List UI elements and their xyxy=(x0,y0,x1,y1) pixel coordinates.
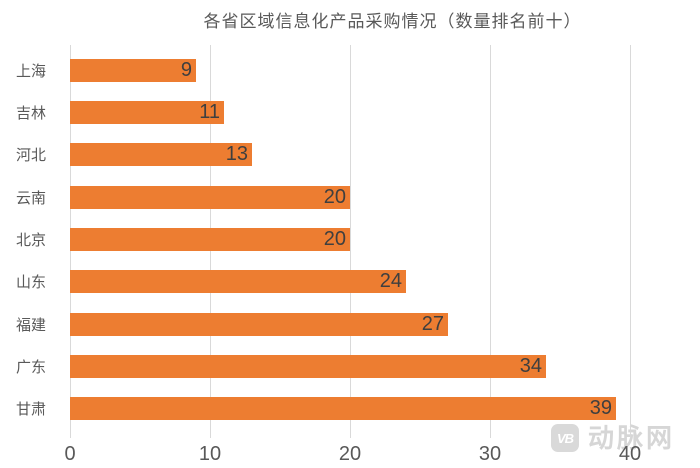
bar-row: 福建 27 xyxy=(0,303,660,345)
value-label: 27 xyxy=(421,312,444,335)
bar-row: 云南 20 xyxy=(0,176,660,218)
bar: 34 xyxy=(70,354,546,378)
bar-row: 北京 20 xyxy=(0,218,660,260)
bar: 20 xyxy=(70,185,350,209)
gridline xyxy=(350,45,351,431)
watermark: VB 动脉网 xyxy=(551,424,675,452)
bar-row: 广东 34 xyxy=(0,345,660,387)
bar: 27 xyxy=(70,312,448,336)
category-label: 福建 xyxy=(15,316,46,334)
bar: 13 xyxy=(70,143,252,167)
bar-track: 20 xyxy=(70,185,660,209)
bar-track: 34 xyxy=(70,354,660,378)
category-label: 甘肃 xyxy=(15,401,46,419)
value-label: 13 xyxy=(225,143,248,166)
gridline xyxy=(490,45,491,431)
bar: 24 xyxy=(70,270,406,294)
value-label: 20 xyxy=(323,227,346,250)
category-label: 上海 xyxy=(15,62,46,80)
axis-tick xyxy=(210,431,211,438)
bar: 9 xyxy=(70,58,196,82)
value-label: 34 xyxy=(519,354,542,377)
bar-track: 39 xyxy=(70,397,660,421)
category-label: 吉林 xyxy=(15,104,46,122)
bar-row: 甘肃 39 xyxy=(0,388,660,430)
category-label: 云南 xyxy=(15,189,46,207)
category-label: 广东 xyxy=(15,358,46,376)
value-label: 11 xyxy=(199,100,220,123)
bar-track: 11 xyxy=(70,100,660,124)
axis-tick xyxy=(490,431,491,438)
axis-tick xyxy=(70,431,71,438)
axis-tick xyxy=(350,431,351,438)
bar-row: 河北 13 xyxy=(0,134,660,176)
bar-row: 山东 24 xyxy=(0,261,660,303)
value-label: 20 xyxy=(323,185,346,208)
bar-track: 20 xyxy=(70,227,660,251)
vcbeat-logo-icon: VB xyxy=(551,424,579,452)
bar-track: 24 xyxy=(70,270,660,294)
gridline xyxy=(630,45,631,431)
category-label: 山东 xyxy=(15,274,46,292)
vcbeat-logo-glyph: VB xyxy=(556,430,574,446)
bar-track: 13 xyxy=(70,143,660,167)
bar-track: 9 xyxy=(70,58,660,82)
category-label: 北京 xyxy=(15,231,46,249)
value-label: 9 xyxy=(180,58,192,81)
bar-rows: 上海 9 吉林 11 河北 13 云南 20 北京 20 山东 24 福建 27 广东 34 甘肃 39 xyxy=(0,49,660,430)
category-label: 河北 xyxy=(15,147,46,165)
axis-tick xyxy=(630,431,631,438)
bar: 39 xyxy=(70,397,616,421)
value-label: 39 xyxy=(589,397,612,420)
bar-row: 上海 9 xyxy=(0,49,660,91)
value-label: 24 xyxy=(379,270,402,293)
bar-track: 27 xyxy=(70,312,660,336)
bar: 20 xyxy=(70,227,350,251)
bar-row: 吉林 11 xyxy=(0,91,660,133)
bar: 11 xyxy=(70,100,224,124)
chart-title: 各省区域信息化产品采购情况（数量排名前十） xyxy=(203,12,582,31)
